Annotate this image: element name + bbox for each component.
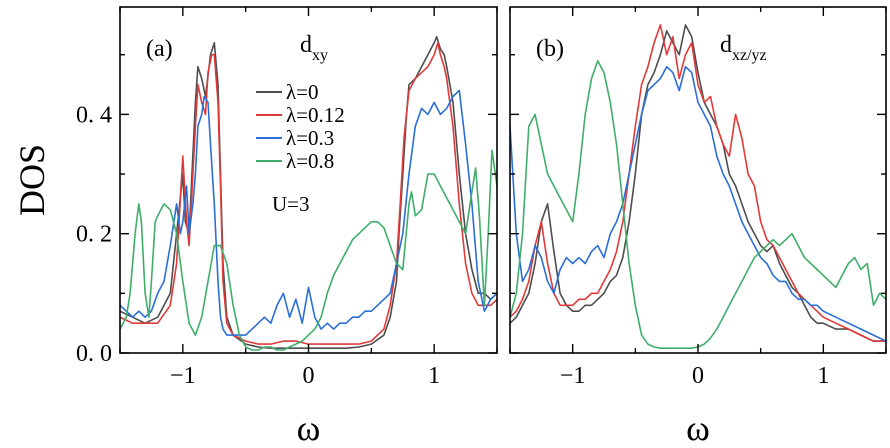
x-tick-label: 1 bbox=[817, 363, 829, 389]
legend-label: λ=0.12 bbox=[286, 103, 345, 127]
series-line-2 bbox=[120, 89, 497, 336]
series-line-3 bbox=[120, 149, 497, 351]
x-axis-title: ω bbox=[686, 408, 710, 448]
axis-frame bbox=[509, 6, 887, 354]
y-axis-title: DOS bbox=[12, 144, 52, 216]
series-line-0 bbox=[510, 24, 886, 342]
panel-b: −1 0 1 ω (b) dxz/yz bbox=[509, 6, 887, 448]
legend-label: λ=0 bbox=[286, 80, 319, 104]
orbital-label: dxz/yz bbox=[720, 32, 767, 64]
orbital-label: dxy bbox=[300, 32, 328, 64]
series-group bbox=[510, 24, 886, 349]
x-tick-label: −1 bbox=[170, 363, 196, 389]
x-tick-label: −1 bbox=[560, 363, 586, 389]
panel-a: −1 0 1 0. 0 0. 2 0. 4 DOS ω (a) dxy λ=0λ=0.12λ=0.3… bbox=[12, 6, 498, 448]
y-tick-label: 0. 2 bbox=[76, 222, 112, 248]
panel-label: (a) bbox=[146, 36, 173, 62]
x-tick-label: 0 bbox=[303, 363, 315, 389]
series-group bbox=[120, 36, 497, 351]
legend-label: λ=0.3 bbox=[286, 126, 334, 150]
series-line-0 bbox=[120, 36, 497, 349]
x-axis-title: ω bbox=[297, 408, 321, 448]
legend-label: λ=0.8 bbox=[286, 149, 334, 173]
legend: λ=0λ=0.12λ=0.3λ=0.8 bbox=[256, 80, 345, 173]
series-line-2 bbox=[510, 65, 886, 342]
panel-label: (b) bbox=[536, 36, 564, 62]
y-tick-label: 0. 4 bbox=[76, 102, 112, 128]
series-line-1 bbox=[510, 24, 886, 342]
x-tick-label: 1 bbox=[428, 363, 440, 389]
x-tick-label: 0 bbox=[692, 363, 704, 389]
y-tick-label: 0. 0 bbox=[76, 341, 112, 367]
axis-frame bbox=[119, 6, 498, 354]
annotation-u: U=3 bbox=[272, 192, 310, 216]
